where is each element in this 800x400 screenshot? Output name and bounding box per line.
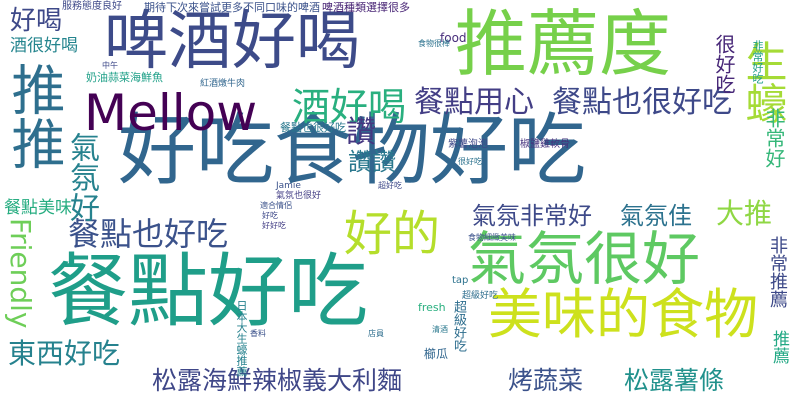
word-cloud-term: 食物細緻美味	[468, 233, 516, 242]
word-cloud-term: 服務態度良好	[62, 1, 122, 12]
word-cloud-term: 烤蔬菜	[508, 366, 584, 395]
word-cloud-term: 酒好喝	[292, 85, 407, 129]
word-cloud-term: 適合情侶	[260, 201, 292, 210]
word-cloud-term: 讚	[346, 115, 376, 150]
word-cloud-term: 餐點好吃	[48, 245, 368, 338]
word-cloud-term: fresh	[418, 301, 446, 314]
word-cloud-term: 超好吃	[378, 181, 402, 190]
word-cloud-term: 好吃	[262, 211, 278, 220]
word-cloud-term: 櫛瓜	[424, 347, 449, 361]
word-cloud-term: 東西好吃	[8, 337, 121, 370]
word-cloud-term: 超級好吃	[451, 300, 466, 352]
word-cloud-term: 氣氛佳	[620, 202, 692, 230]
word-cloud-term: 推推	[2, 62, 65, 170]
word-cloud-term: 氣氛好	[64, 132, 99, 222]
word-cloud-term: 啤酒種類選擇很多	[322, 1, 410, 14]
word-cloud-term: 氣氛很好	[468, 225, 701, 293]
word-cloud-term: Friendly	[4, 218, 37, 329]
word-cloud-term: 非常好吃	[751, 40, 764, 84]
word-cloud-term: 好吃食物好吃	[118, 106, 587, 196]
word-cloud-term: 生蠔	[739, 40, 788, 124]
word-cloud-term: 非常推薦	[767, 236, 788, 308]
word-cloud-term: Mellow	[84, 84, 258, 142]
word-cloud-term: 中午	[102, 61, 118, 70]
word-cloud-term: 香料	[250, 329, 266, 338]
word-cloud-term: 氣氛非常好	[472, 202, 592, 230]
word-cloud-term: 松露海鮮辣椒義大利麵	[152, 366, 403, 395]
word-cloud-term: 啤酒好喝	[104, 5, 360, 79]
word-cloud-term: tap	[452, 275, 469, 286]
word-cloud-term: 紫薯泡泡	[448, 139, 488, 150]
word-cloud-term: 讚讚	[348, 148, 396, 176]
word-cloud-term: 好喝	[10, 6, 63, 36]
word-cloud-term: 推薦度	[455, 2, 672, 86]
word-cloud-term: 日本大生蠔推薦	[235, 300, 248, 377]
word-cloud-term: Jamie	[276, 181, 301, 191]
word-cloud-term: 餐點也好吃	[68, 215, 229, 253]
word-cloud-term: 餐點也很好吃	[552, 85, 732, 120]
word-cloud-term: food	[440, 31, 467, 45]
word-cloud-term: 紅酒燉牛肉	[200, 79, 246, 89]
word-cloud-term: 氣氛也很好	[276, 191, 322, 201]
word-cloud-term: 大推	[716, 197, 773, 230]
word-cloud-term: 椒鹽雞軟骨	[520, 139, 570, 150]
word-cloud-term: 好好吃	[262, 221, 286, 230]
word-cloud-term: 松露薯條	[624, 366, 725, 395]
word-cloud-term: 店員	[368, 329, 384, 338]
word-cloud-term: 酒很好喝	[10, 36, 78, 56]
word-cloud-term: 食物很棒	[418, 39, 450, 48]
word-cloud-term: 非常好	[762, 108, 786, 168]
word-cloud-term: 很好吃	[712, 34, 736, 94]
word-cloud-term: 餐點用心	[414, 85, 534, 120]
word-cloud-term: 很好吃	[458, 157, 482, 166]
word-cloud-term: 超級好吃	[462, 291, 499, 301]
word-cloud-term: 奶油蒜菜海鮮魚	[86, 71, 163, 84]
word-cloud-term: 餐點美味	[4, 198, 72, 218]
word-cloud-term: 好的	[344, 206, 441, 262]
word-cloud-term: 美味的食物	[488, 283, 758, 346]
word-cloud-term: 推薦	[769, 330, 789, 364]
word-cloud-term: 餐點也很好吃	[280, 121, 346, 134]
word-cloud-term: 清酒	[432, 325, 448, 334]
word-cloud-term: 期待下次來嘗試更多不同口味的啤酒	[144, 1, 320, 14]
